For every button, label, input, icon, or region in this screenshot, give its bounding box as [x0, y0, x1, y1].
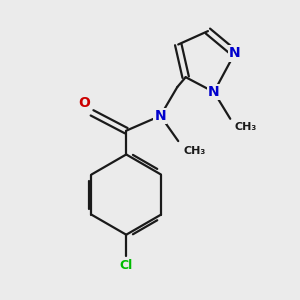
Text: Cl: Cl	[120, 260, 133, 272]
Text: CH₃: CH₃	[235, 122, 257, 132]
Text: N: N	[154, 109, 166, 123]
Text: O: O	[79, 96, 91, 110]
Text: CH₃: CH₃	[184, 146, 206, 156]
Text: N: N	[229, 46, 241, 60]
Text: N: N	[208, 85, 220, 99]
